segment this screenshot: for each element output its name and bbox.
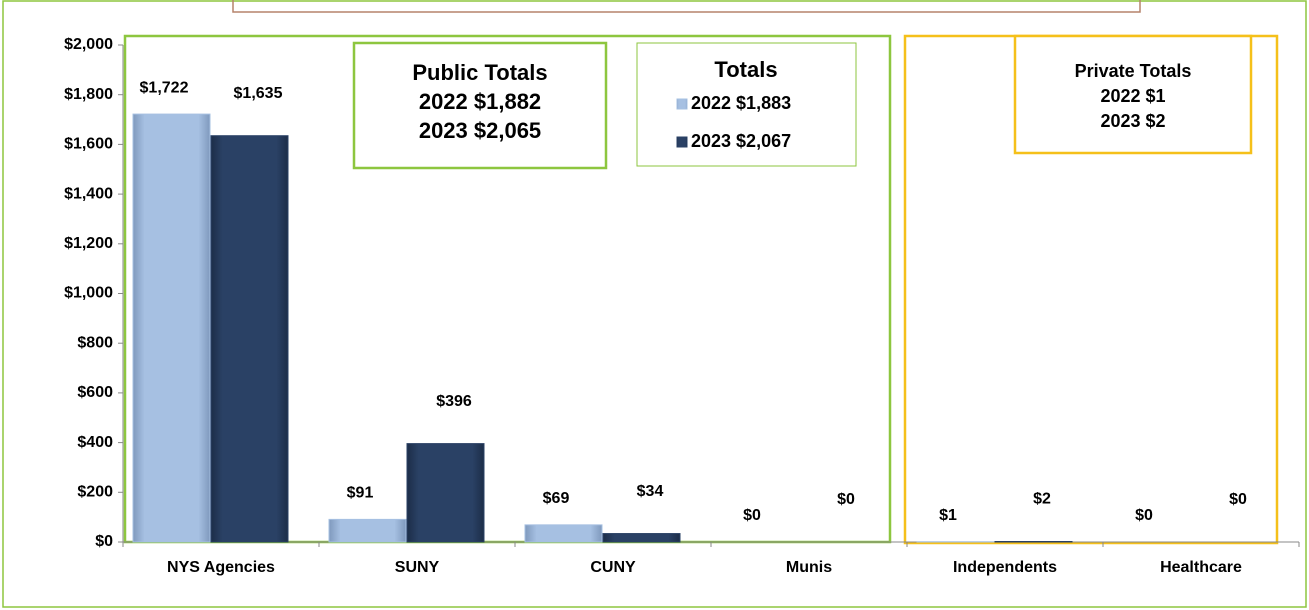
y-tick-label: $1,000 [64,285,113,302]
y-tick-label: $600 [77,384,113,401]
value-label: $0 [837,491,855,508]
y-tick-label: $1,200 [64,235,113,252]
value-label: $0 [1229,491,1247,508]
bar [328,518,407,543]
value-label: $2 [1033,491,1051,508]
value-label: $1,635 [234,85,283,102]
x-tick-label: Healthcare [1160,559,1242,576]
annotation-text: Public Totals [412,60,547,85]
legend-swatch [676,98,688,110]
value-label: $69 [543,490,570,507]
value-label: $91 [347,485,374,502]
value-label: $396 [436,393,472,410]
top-box [232,0,1141,13]
legend-label: 2023 $2,067 [691,131,791,151]
x-tick-label: SUNY [395,559,440,576]
bar [210,135,289,543]
annotation-text: 2023 $2 [1100,111,1165,131]
legend-swatch [676,136,688,148]
y-tick-label: $1,800 [64,86,113,103]
public-totals-box [352,41,608,170]
annotation-text: 2022 $1 [1100,86,1165,106]
value-label: $0 [743,507,761,524]
y-tick-label: $200 [77,484,113,501]
value-label: $34 [637,483,664,500]
legend-title: Totals [714,57,777,82]
y-tick-label: $400 [77,434,113,451]
value-label: $1 [939,507,957,524]
legend-label: 2022 $1,883 [691,93,791,113]
x-tick-label: CUNY [590,559,636,576]
value-label: $1,722 [140,79,189,96]
y-tick-label: $1,600 [64,136,113,153]
y-tick-label: $1,400 [64,185,113,202]
x-tick-label: Independents [953,559,1057,576]
legend-box [636,42,857,167]
bar [602,533,681,543]
y-tick-label: $2,000 [64,36,113,53]
annotation-text: Private Totals [1075,61,1192,81]
x-tick-label: Munis [786,559,832,576]
x-tick-label: NYS Agencies [167,559,275,576]
annotation-text: 2022 $1,882 [419,89,541,114]
y-tick-label: $0 [95,533,113,550]
bar [406,443,485,543]
value-label: $0 [1135,507,1153,524]
annotation-text: 2023 $2,065 [419,118,541,143]
private-totals-box [1013,34,1253,155]
bar [524,524,603,543]
y-tick-label: $800 [77,334,113,351]
bar [132,113,211,543]
